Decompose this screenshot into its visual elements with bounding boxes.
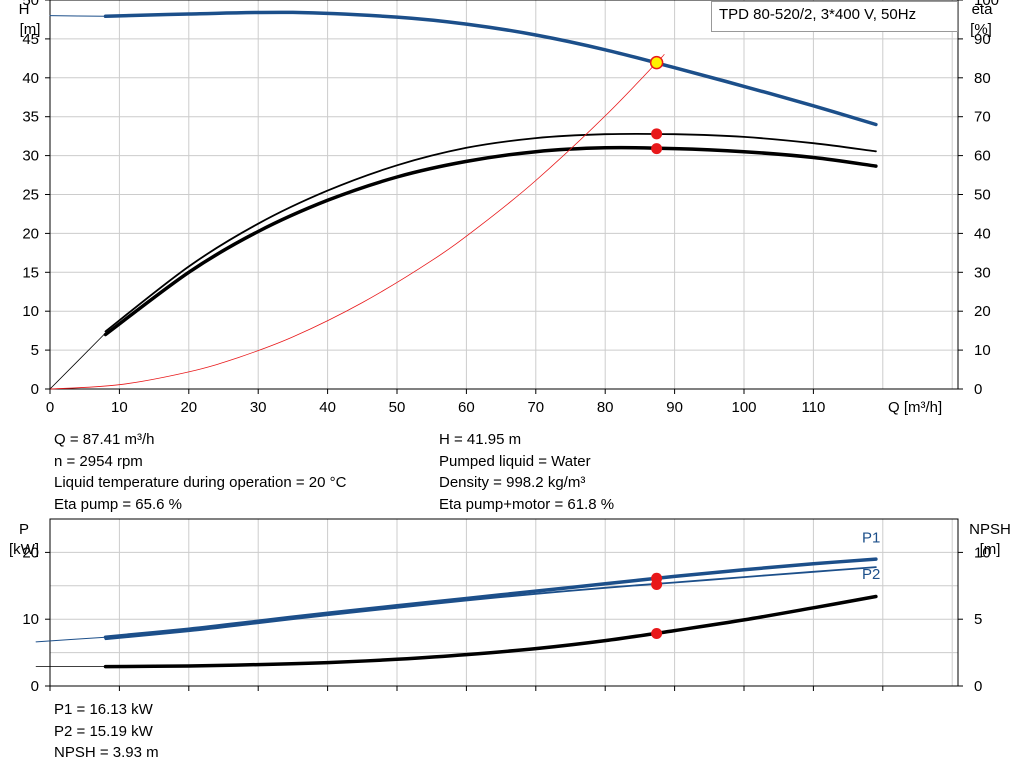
bottom-left-tick-label: 0: [31, 678, 39, 695]
bottom-chart-grid: [49, 518, 959, 687]
head-axis-unit: [m]: [20, 21, 41, 38]
bottom-curve-blue-1: [35, 636, 106, 643]
top-left-tick-label: 0: [31, 381, 39, 398]
x-tick-label: 30: [250, 399, 267, 416]
top-right-tick-label: 90: [974, 31, 991, 48]
top-left-tick-label: 45: [22, 31, 39, 48]
series-label-p2: P2: [862, 566, 880, 583]
top-right-tick-label: 20: [974, 303, 991, 320]
npsh-readout: NPSH = 3.93 m: [54, 744, 159, 761]
flow-readout: Q = 87.41 m³/h: [54, 431, 155, 448]
top-chart-grid: [49, 0, 959, 390]
top-left-tick-label: 50: [22, 0, 39, 9]
top-duty-point-0: [649, 55, 664, 70]
x-tick-label: 0: [46, 399, 54, 416]
x-tick-label: 20: [180, 399, 197, 416]
p2-readout: P2 = 15.19 kW: [54, 722, 153, 740]
info-bottom: P1 = 16.13 kW P2 = 15.19 kW NPSH = 3.93 …: [54, 699, 159, 764]
top-duty-point-2: [651, 143, 663, 155]
x-tick-label: 80: [597, 399, 614, 416]
series-label-p1: P1: [862, 529, 880, 546]
top-right-tick-label: 70: [974, 109, 991, 126]
p1-readout: P1 = 16.13 kW: [54, 701, 153, 718]
bottom-chart-points: P1 P2: [651, 529, 880, 639]
power-axis-label: P: [19, 521, 29, 538]
bottom-curve-p1: [103, 557, 878, 639]
flow-axis-label: Q [m³/h]: [888, 399, 942, 416]
eta-pump-readout: Eta pump = 65.6 %: [54, 495, 182, 513]
top-curve-black-3: [103, 145, 878, 337]
top-duty-point-1: [651, 128, 663, 140]
temperature-readout: Liquid temperature during operation = 20…: [54, 474, 347, 491]
info-right: H = 41.95 m Pumped liquid = Water Densit…: [439, 429, 614, 515]
bottom-right-tick-label: 10: [974, 544, 991, 561]
x-tick-label: 10: [111, 399, 128, 416]
top-curve-blue-1: [49, 15, 106, 17]
x-tick-label: 60: [458, 399, 475, 416]
bottom-chart-tick-labels: 0 10 20 0 5 10: [22, 544, 990, 695]
top-right-tick-label: 60: [974, 148, 991, 165]
head-axis-label: H: [19, 1, 30, 18]
bottom-duty-point-2: [651, 627, 663, 639]
top-left-tick-label: 20: [22, 225, 39, 242]
x-tick-label: 90: [666, 399, 683, 416]
x-tick-label: 50: [389, 399, 406, 416]
top-right-tick-label: 50: [974, 187, 991, 204]
top-left-tick-label: 5: [31, 342, 39, 359]
bottom-left-tick-label: 20: [22, 544, 39, 561]
bottom-curve-p2: [104, 566, 877, 641]
density-readout: Density = 998.2 kg/m³: [439, 474, 586, 491]
top-chart-curves: [49, 10, 878, 390]
top-right-tick-label: 0: [974, 381, 982, 398]
bottom-left-tick-label: 10: [22, 611, 39, 628]
top-left-tick-label: 15: [22, 264, 39, 281]
x-tick-label: 100: [731, 399, 756, 416]
top-curve-black-2: [104, 132, 877, 333]
x-tick-label: 70: [527, 399, 544, 416]
power-axis-unit: [kW]: [9, 541, 39, 558]
bottom-chart-curves: [35, 557, 878, 669]
speed-readout: n = 2954 rpm: [54, 452, 143, 470]
top-chart-points: [649, 55, 664, 155]
top-right-tick-label: 100: [974, 0, 999, 9]
top-right-tick-label: 10: [974, 342, 991, 359]
eta-axis-label: eta: [972, 1, 994, 18]
top-left-tick-label: 40: [22, 70, 39, 87]
x-tick-label: 40: [319, 399, 336, 416]
eta-axis-unit: [%]: [970, 21, 992, 38]
top-curve-black-4: [49, 332, 106, 390]
bottom-curve-black-3: [103, 594, 878, 669]
eta-pump-motor-readout: Eta pump+motor = 61.8 %: [439, 495, 615, 513]
top-chart-tick-labels: 0 5 10 15 20 25 30 35 40 45 50 0 10 20 30 40 50 60 70 80 90 1…: [22, 0, 999, 416]
top-left-tick-label: 35: [22, 109, 39, 126]
x-tick-label: 110: [801, 399, 825, 416]
bottom-right-tick-label: 0: [974, 678, 982, 695]
top-curve-red-5: [49, 54, 665, 390]
top-right-tick-label: 40: [974, 225, 991, 242]
top-curve-blue-0: [103, 10, 878, 127]
npsh-axis-unit: [m]: [980, 541, 1001, 558]
bottom-right-tick-label: 5: [974, 611, 982, 628]
pump-title-box: TPD 80-520/2, 3*400 V, 50Hz: [711, 1, 958, 32]
top-left-tick-label: 10: [22, 303, 39, 320]
head-readout: H = 41.95 m: [439, 431, 522, 448]
npsh-axis-label: NPSH: [969, 521, 1011, 538]
top-left-tick-label: 25: [22, 187, 39, 204]
info-left: Q = 87.41 m³/h n = 2954 rpm Liquid tempe…: [54, 429, 346, 515]
bottom-duty-point-1: [651, 579, 663, 591]
liquid-readout: Pumped liquid = Water: [439, 452, 591, 470]
top-left-tick-label: 30: [22, 148, 39, 165]
top-right-tick-label: 30: [974, 264, 991, 281]
bottom-plot-frame: [49, 518, 959, 687]
top-right-tick-label: 80: [974, 70, 991, 87]
